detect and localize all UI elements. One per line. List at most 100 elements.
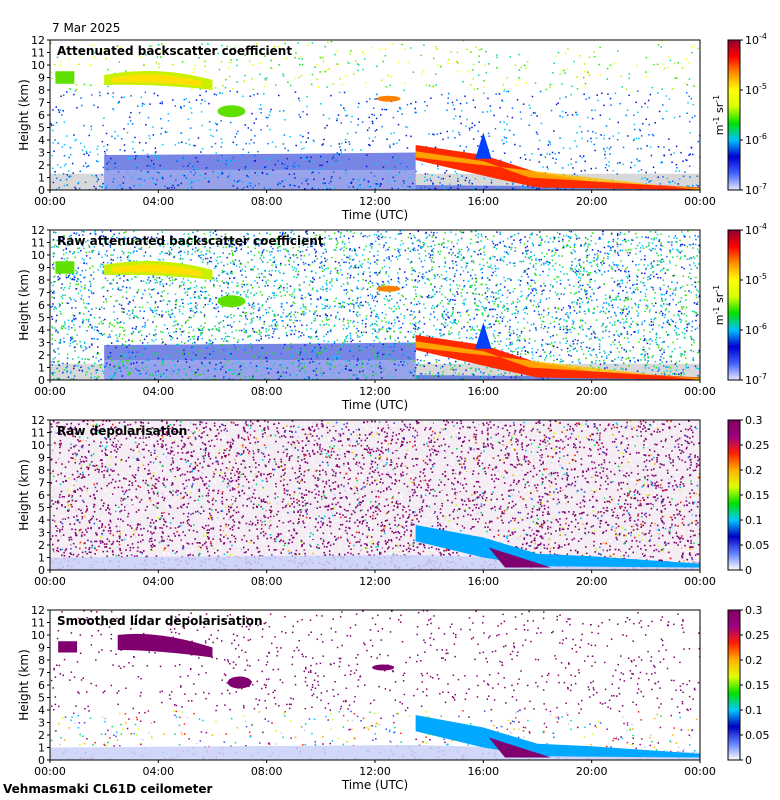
noise-pixel [359, 264, 362, 266]
noise-pixel [82, 349, 85, 352]
noise-pixel [432, 183, 434, 186]
noise-pixel [315, 305, 318, 308]
noise-pixel [211, 354, 214, 357]
noise-pixel [621, 312, 624, 314]
noise-pixel [630, 243, 632, 245]
noise-pixel [229, 160, 232, 162]
noise-pixel [222, 85, 224, 87]
noise-pixel [141, 342, 144, 344]
noise-pixel [356, 188, 359, 190]
noise-pixel [574, 347, 576, 350]
noise-pixel [420, 54, 422, 57]
colorbar-tick-label: 10-4 [745, 32, 767, 47]
noise-pixel [667, 269, 669, 271]
noise-pixel [265, 312, 268, 314]
noise-pixel [345, 115, 347, 117]
noise-pixel [506, 123, 508, 126]
noise-pixel [436, 48, 438, 50]
noise-pixel [224, 86, 227, 89]
noise-pixel [257, 268, 259, 270]
noise-pixel [415, 170, 417, 173]
noise-pixel [142, 280, 145, 282]
noise-pixel [199, 329, 202, 332]
noise-pixel [661, 258, 663, 261]
noise-pixel [72, 314, 74, 316]
noise-pixel [274, 314, 277, 317]
noise-pixel [452, 307, 454, 309]
noise-pixel [455, 60, 458, 63]
noise-pixel [68, 287, 70, 290]
noise-pixel [69, 244, 71, 246]
noise-pixel [517, 312, 519, 315]
noise-pixel [204, 239, 206, 242]
noise-pixel [399, 162, 402, 165]
noise-pixel [102, 322, 105, 325]
noise-pixel [496, 340, 499, 343]
noise-pixel [437, 165, 439, 167]
noise-pixel [63, 234, 65, 237]
noise-pixel [396, 142, 398, 144]
noise-pixel [674, 288, 677, 290]
noise-pixel [91, 174, 93, 177]
noise-pixel [127, 258, 129, 261]
noise-pixel [302, 244, 305, 247]
noise-pixel [59, 238, 62, 240]
noise-pixel [261, 304, 264, 306]
noise-pixel [323, 335, 325, 338]
noise-pixel [205, 70, 207, 73]
noise-pixel [556, 294, 558, 296]
noise-pixel [638, 137, 640, 140]
noise-pixel [535, 274, 537, 276]
noise-pixel [617, 279, 619, 282]
noise-pixel [523, 317, 525, 320]
noise-pixel [199, 94, 201, 97]
noise-pixel [312, 281, 314, 283]
noise-pixel [669, 367, 672, 369]
noise-pixel [661, 40, 663, 42]
noise-pixel [526, 273, 528, 275]
noise-pixel [265, 335, 267, 337]
noise-pixel [349, 337, 352, 340]
noise-pixel [78, 55, 81, 57]
noise-pixel [227, 282, 229, 284]
noise-pixel [382, 178, 384, 180]
noise-pixel [207, 328, 210, 331]
noise-pixel [654, 360, 657, 363]
noise-pixel [453, 118, 455, 120]
noise-pixel [612, 268, 614, 271]
noise-pixel [178, 184, 180, 186]
noise-pixel [628, 274, 630, 276]
noise-pixel [225, 246, 227, 248]
noise-pixel [650, 263, 652, 265]
noise-pixel [468, 127, 471, 129]
noise-pixel [516, 298, 519, 300]
noise-pixel [97, 161, 99, 163]
noise-pixel [574, 233, 577, 236]
noise-pixel [249, 375, 251, 378]
noise-pixel [606, 325, 608, 328]
noise-pixel [566, 273, 568, 275]
noise-pixel [405, 284, 408, 286]
noise-pixel [531, 232, 533, 235]
noise-pixel [73, 134, 75, 136]
noise-pixel [356, 179, 358, 181]
noise-pixel [647, 264, 649, 267]
noise-pixel [306, 105, 308, 108]
noise-pixel [397, 110, 399, 113]
noise-pixel [302, 367, 304, 370]
noise-pixel [243, 328, 245, 330]
noise-pixel [435, 84, 437, 86]
y-axis-label: Height (km) [17, 79, 31, 150]
noise-pixel [365, 315, 368, 317]
noise-pixel [364, 178, 366, 180]
noise-pixel [392, 176, 394, 179]
noise-pixel [69, 277, 72, 280]
noise-pixel [246, 185, 249, 188]
noise-pixel [171, 367, 173, 370]
noise-pixel [156, 56, 159, 58]
noise-pixel [510, 236, 512, 238]
noise-pixel [540, 244, 542, 246]
noise-pixel [582, 341, 585, 343]
noise-pixel [158, 63, 160, 65]
noise-pixel [609, 97, 612, 100]
